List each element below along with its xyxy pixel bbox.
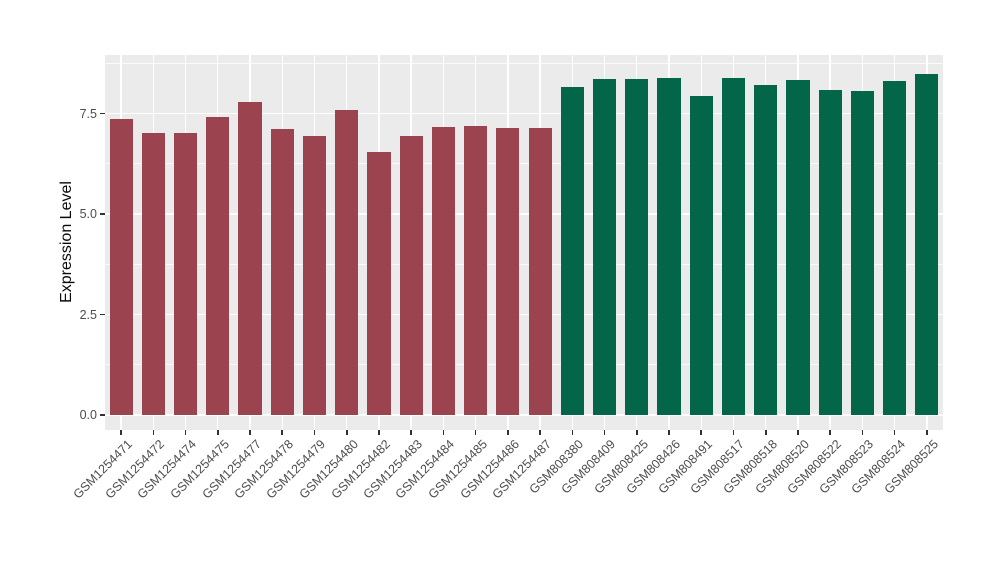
x-tick-mark <box>700 430 703 435</box>
x-tick-mark <box>474 430 477 435</box>
bar <box>850 91 874 415</box>
bar <box>109 119 133 415</box>
y-axis-title-text: Expression Level <box>58 181 75 303</box>
gridline-minor <box>105 62 943 64</box>
bar <box>754 85 778 415</box>
x-tick-mark <box>152 430 155 435</box>
gridline-minor <box>105 263 943 265</box>
bar <box>721 78 746 415</box>
x-tick-mark <box>410 430 412 435</box>
x-tick-mark <box>829 430 831 435</box>
y-tick-label: 0.0 <box>79 408 97 422</box>
bar <box>786 80 810 415</box>
x-tick-mark <box>249 430 251 435</box>
gridline-major <box>105 112 943 115</box>
y-tick-mark <box>100 313 105 316</box>
x-tick-mark <box>797 430 799 435</box>
x-tick-mark <box>539 430 541 435</box>
bar <box>302 136 327 415</box>
y-tick-label: 7.5 <box>79 106 97 121</box>
bar <box>496 127 520 415</box>
x-tick-mark <box>893 430 896 435</box>
bar <box>625 78 649 415</box>
bar <box>464 125 488 415</box>
bar <box>141 132 165 415</box>
bar <box>335 110 359 415</box>
x-tick-mark <box>668 430 670 435</box>
x-tick-mark <box>313 430 316 435</box>
y-tick-label: 5.0 <box>79 207 97 221</box>
gridline-major <box>105 313 943 316</box>
bar <box>399 136 423 415</box>
bar <box>592 78 617 415</box>
bar <box>270 129 294 415</box>
x-tick-mark <box>281 430 284 435</box>
bar <box>915 74 939 415</box>
bar <box>173 133 198 415</box>
x-tick-mark <box>507 430 509 435</box>
gridline-major <box>105 414 943 416</box>
gridline-minor <box>105 364 943 366</box>
x-tick-mark <box>378 430 380 435</box>
plot-panel <box>105 55 943 430</box>
x-tick-mark <box>442 430 445 435</box>
y-tick-mark <box>100 112 105 115</box>
x-tick-mark <box>732 430 735 435</box>
y-tick-mark <box>100 213 105 215</box>
bar <box>689 95 713 415</box>
x-tick-mark <box>345 430 348 435</box>
gridline-major <box>105 213 943 215</box>
bar <box>206 117 230 415</box>
x-tick-mark <box>120 430 122 435</box>
x-tick-mark <box>636 430 638 435</box>
x-tick-mark <box>603 430 606 435</box>
x-tick-mark <box>184 430 187 435</box>
bar <box>657 77 681 415</box>
bar <box>818 90 842 415</box>
x-tick-mark <box>861 430 864 435</box>
bar <box>431 127 455 415</box>
x-tick-mark <box>764 430 767 435</box>
bar <box>238 101 262 415</box>
bar <box>367 152 391 415</box>
x-tick-mark <box>217 430 219 435</box>
gridline-minor <box>105 163 943 165</box>
x-tick-mark <box>571 430 574 435</box>
bar <box>883 80 907 415</box>
y-tick-mark <box>100 414 105 416</box>
bar <box>528 127 552 415</box>
y-tick-label: 2.5 <box>79 307 97 322</box>
x-tick-mark <box>926 430 928 435</box>
bar <box>560 87 584 415</box>
